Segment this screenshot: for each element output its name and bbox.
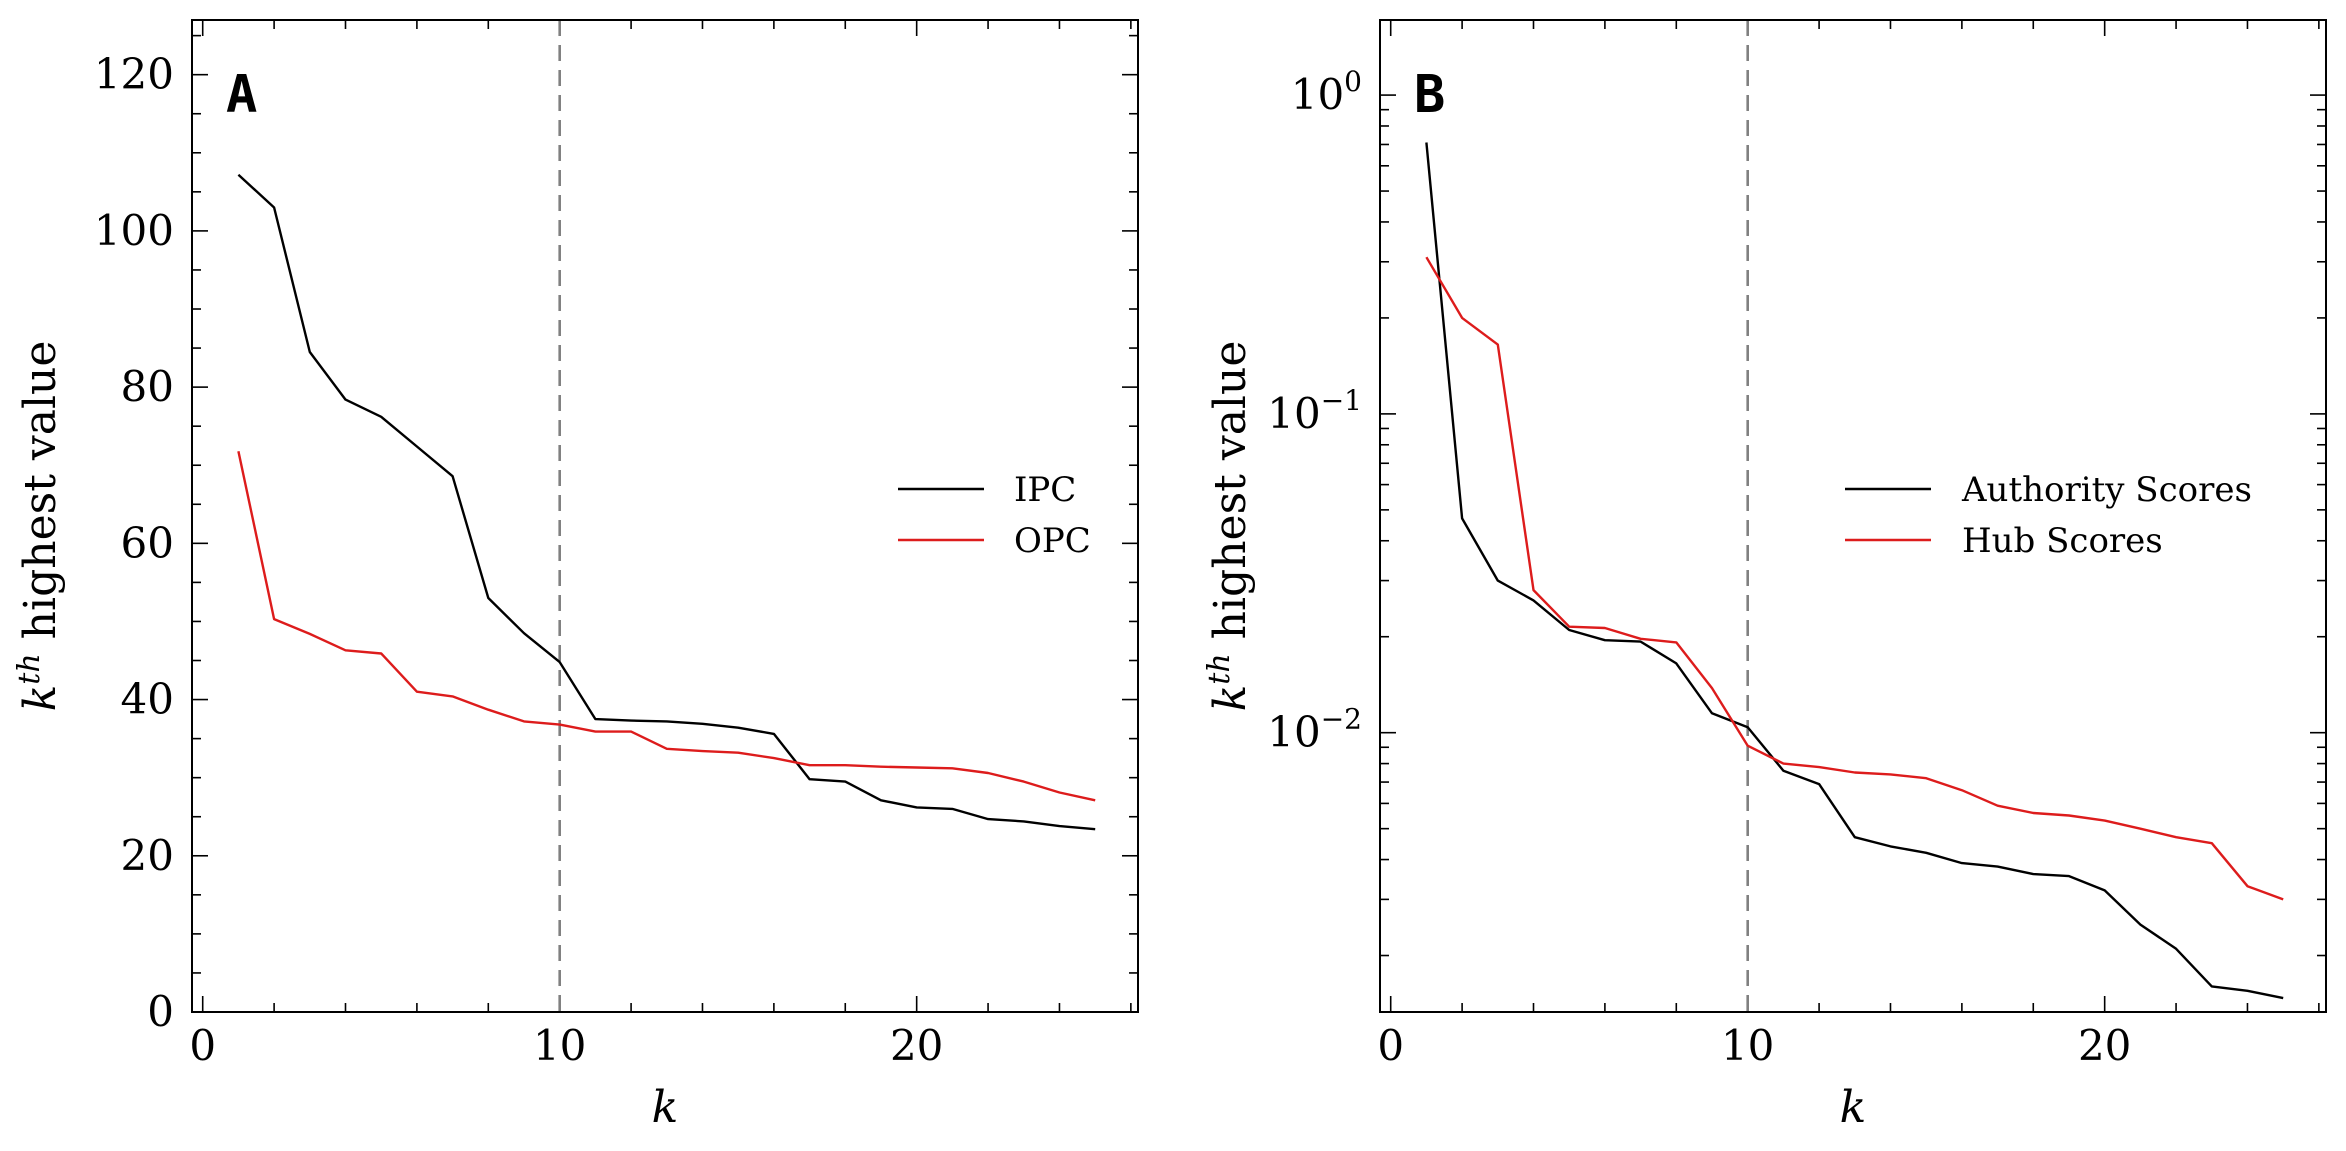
x-tick-label: 0 bbox=[189, 1021, 216, 1070]
y-tick-label: 120 bbox=[94, 50, 174, 99]
y-tick-label-exponent: 0 bbox=[1344, 65, 1362, 98]
series-line-ipc bbox=[237, 173, 1096, 831]
plot-frame bbox=[191, 19, 1139, 1013]
y-axis-title: kth highest value bbox=[12, 341, 66, 712]
series-line-opc bbox=[237, 450, 1096, 802]
y-axis-title-base: k bbox=[1205, 685, 1256, 712]
series-line-authority-scores bbox=[1425, 142, 2284, 1000]
y-tick-label: 20 bbox=[121, 831, 174, 880]
x-tick-label: 20 bbox=[890, 1021, 943, 1070]
legend-label: OPC bbox=[1014, 521, 1091, 561]
y-tick-label: 40 bbox=[121, 675, 174, 724]
y-tick-label: 10−1 bbox=[1267, 384, 1362, 438]
legend-label: Hub Scores bbox=[1962, 521, 2163, 561]
legend-label: IPC bbox=[1014, 470, 1076, 510]
x-tick-label: 0 bbox=[1377, 1021, 1404, 1070]
legend-label: Authority Scores bbox=[1961, 470, 2252, 510]
y-tick-label: 60 bbox=[121, 518, 174, 567]
y-tick-label: 80 bbox=[121, 362, 174, 411]
y-tick-label: 0 bbox=[147, 987, 174, 1036]
panel-label: B bbox=[1414, 65, 1445, 125]
y-tick-label-base: 10 bbox=[1267, 708, 1320, 757]
panel-label: A bbox=[226, 65, 257, 125]
y-tick-label: 10−2 bbox=[1267, 703, 1362, 757]
y-axis-title: kth highest value bbox=[1202, 341, 1256, 712]
x-tick-label: 20 bbox=[2078, 1021, 2131, 1070]
y-tick-label-exponent: −1 bbox=[1321, 384, 1362, 417]
series-line-hub-scores bbox=[1425, 256, 2284, 901]
x-axis-title: k bbox=[652, 1082, 679, 1133]
y-tick-label: 100 bbox=[1291, 65, 1362, 119]
y-tick-label-base: 10 bbox=[1267, 389, 1320, 438]
y-tick-label-exponent: −2 bbox=[1321, 703, 1362, 736]
y-axis-title-rest: highest value bbox=[1205, 341, 1256, 654]
x-axis-title: k bbox=[1840, 1082, 1867, 1133]
y-axis-title-superscript: th bbox=[12, 653, 47, 684]
plot-frame bbox=[1379, 19, 2327, 1013]
y-axis-title-base: k bbox=[15, 685, 66, 712]
y-tick-label-base: 10 bbox=[1291, 70, 1344, 119]
y-axis-title-rest: highest value bbox=[15, 341, 66, 654]
x-tick-label: 10 bbox=[1721, 1021, 1774, 1070]
y-tick-label: 100 bbox=[94, 206, 174, 255]
x-tick-label: 10 bbox=[533, 1021, 586, 1070]
y-axis-title-superscript: th bbox=[1202, 653, 1237, 684]
